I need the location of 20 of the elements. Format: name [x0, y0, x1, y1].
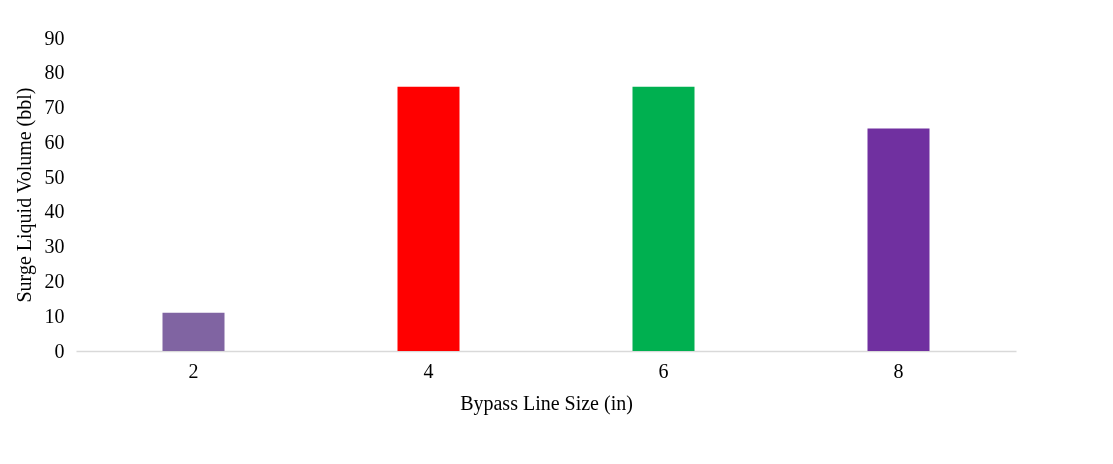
bar: [162, 312, 225, 351]
x-tick-label: 8: [893, 359, 904, 382]
y-tick-label: 10: [44, 304, 65, 327]
x-tick-label: 2: [188, 359, 199, 382]
y-tick-label: 0: [54, 339, 65, 362]
x-axis-title: Bypass Line Size (in): [460, 391, 633, 415]
y-tick-label: 90: [44, 26, 65, 49]
bar: [397, 86, 460, 351]
y-tick-label: 80: [44, 61, 65, 84]
y-tick-label: 70: [44, 96, 65, 119]
y-tick-label: 60: [44, 130, 65, 153]
x-tick-label: 6: [658, 359, 669, 382]
y-tick-label: 50: [44, 165, 65, 188]
y-axis-title: Surge Liquid Volume (bbl): [12, 87, 36, 303]
y-tick-label: 40: [44, 200, 65, 223]
y-tick-label: 20: [44, 269, 65, 292]
bar: [867, 128, 930, 351]
x-tick-label: 4: [423, 359, 434, 382]
y-tick-label: 30: [44, 235, 65, 258]
bar: [632, 86, 695, 351]
